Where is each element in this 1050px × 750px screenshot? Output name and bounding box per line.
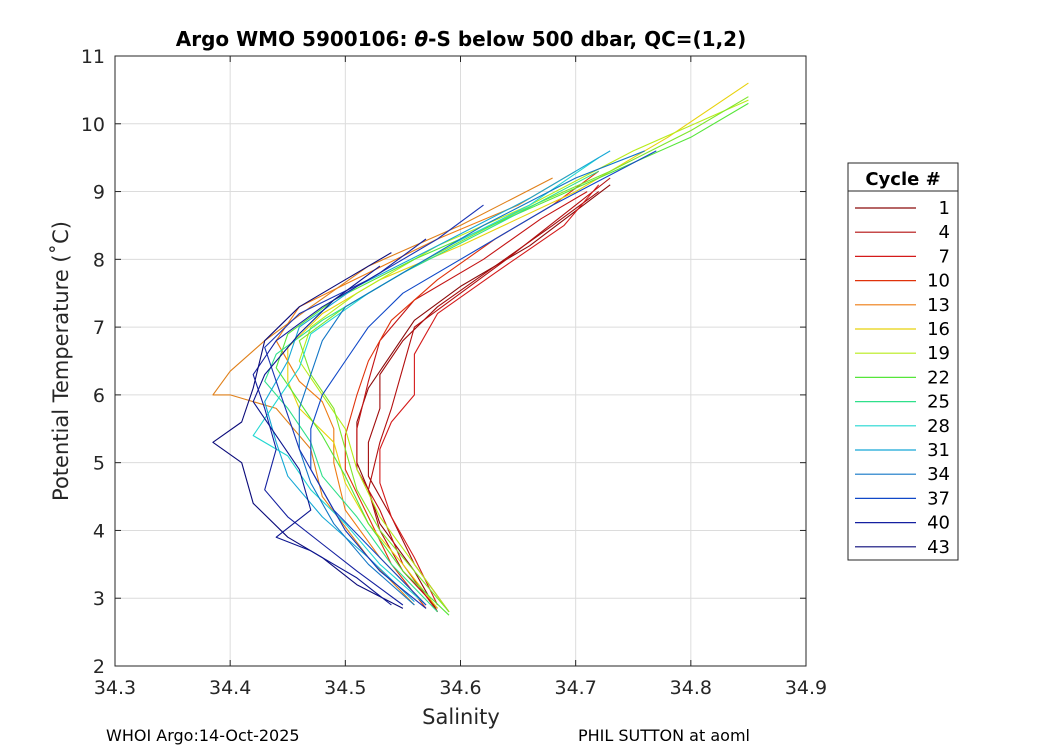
y-tick-label: 4	[93, 520, 105, 542]
chart-title: Argo WMO 5900106: θ-S below 500 dbar, QC…	[176, 27, 746, 51]
legend: Cycle # 1 4 7 10 13 16 19 22 25 28 31 34 37 40 43	[847, 162, 959, 561]
footer-right: PHIL SUTTON at aoml	[578, 726, 750, 745]
x-tick-label: 34.7	[555, 677, 597, 699]
legend-entry-label: 13	[927, 295, 950, 316]
footer-left: WHOI Argo:14-Oct-2025	[106, 726, 300, 745]
y-tick-label: 9	[93, 182, 105, 204]
x-tick-label: 34.8	[670, 677, 712, 699]
legend-entry-label: 22	[927, 367, 950, 388]
x-tick-label: 34.9	[785, 677, 827, 699]
legend-entry-label: 37	[927, 488, 950, 509]
profile-line	[298, 96, 749, 613]
profile-line	[275, 102, 749, 616]
legend-entry-label: 16	[927, 319, 950, 340]
legend-entry-label: 10	[927, 271, 950, 292]
legend-entries: 1 4 7 10 13 16 19 22 25 28 31 34 37 40 43	[855, 198, 950, 558]
legend-entry-label: 34	[927, 464, 950, 485]
profile-lines	[212, 82, 749, 616]
y-tick-label: 2	[93, 656, 105, 678]
legend-entry-label: 43	[927, 537, 950, 558]
legend-entry-label: 25	[927, 392, 950, 413]
legend-entry-label: 31	[927, 440, 950, 461]
x-tick-label: 34.5	[324, 677, 366, 699]
y-tick-label: 11	[81, 46, 105, 68]
y-tick-label: 7	[93, 317, 105, 339]
profile-line	[252, 157, 600, 606]
y-tick-label: 5	[93, 453, 105, 475]
profile-line	[298, 150, 646, 606]
y-tick-label: 10	[81, 114, 105, 136]
profile-line	[275, 170, 576, 606]
profile-line	[379, 184, 600, 606]
legend-entry-label: 7	[939, 246, 950, 267]
profile-line	[367, 177, 611, 609]
legend-entry-label: 40	[927, 513, 950, 534]
legend-title: Cycle #	[865, 169, 940, 190]
y-tick-label: 3	[93, 588, 105, 610]
y-tick-label: 8	[93, 249, 105, 271]
x-tick-label: 34.3	[94, 677, 136, 699]
profile-line	[298, 99, 749, 613]
profile-line	[212, 252, 404, 609]
legend-box	[847, 162, 959, 561]
legend-entry-label: 19	[927, 343, 950, 364]
profile-line	[252, 265, 392, 606]
y-tick-label: 6	[93, 385, 105, 407]
profile-line	[310, 150, 657, 606]
profile-line	[287, 82, 749, 609]
legend-entry-label: 1	[939, 198, 950, 219]
legend-entry-label: 28	[927, 416, 950, 437]
x-tick-label: 34.4	[209, 677, 251, 699]
profile-line	[264, 170, 599, 613]
legend-entry-label: 4	[939, 222, 950, 243]
ticks: 34.3 34.4 34.5 34.6 34.7 34.8 34.9 2 3 4 5 6 7 8 9 10 11	[81, 46, 827, 699]
grid	[114, 55, 807, 667]
x-tick-label: 34.6	[439, 677, 481, 699]
x-axis-label: Salinity	[422, 705, 500, 729]
y-axis-label: Potential Temperature (˚C)	[49, 221, 73, 501]
